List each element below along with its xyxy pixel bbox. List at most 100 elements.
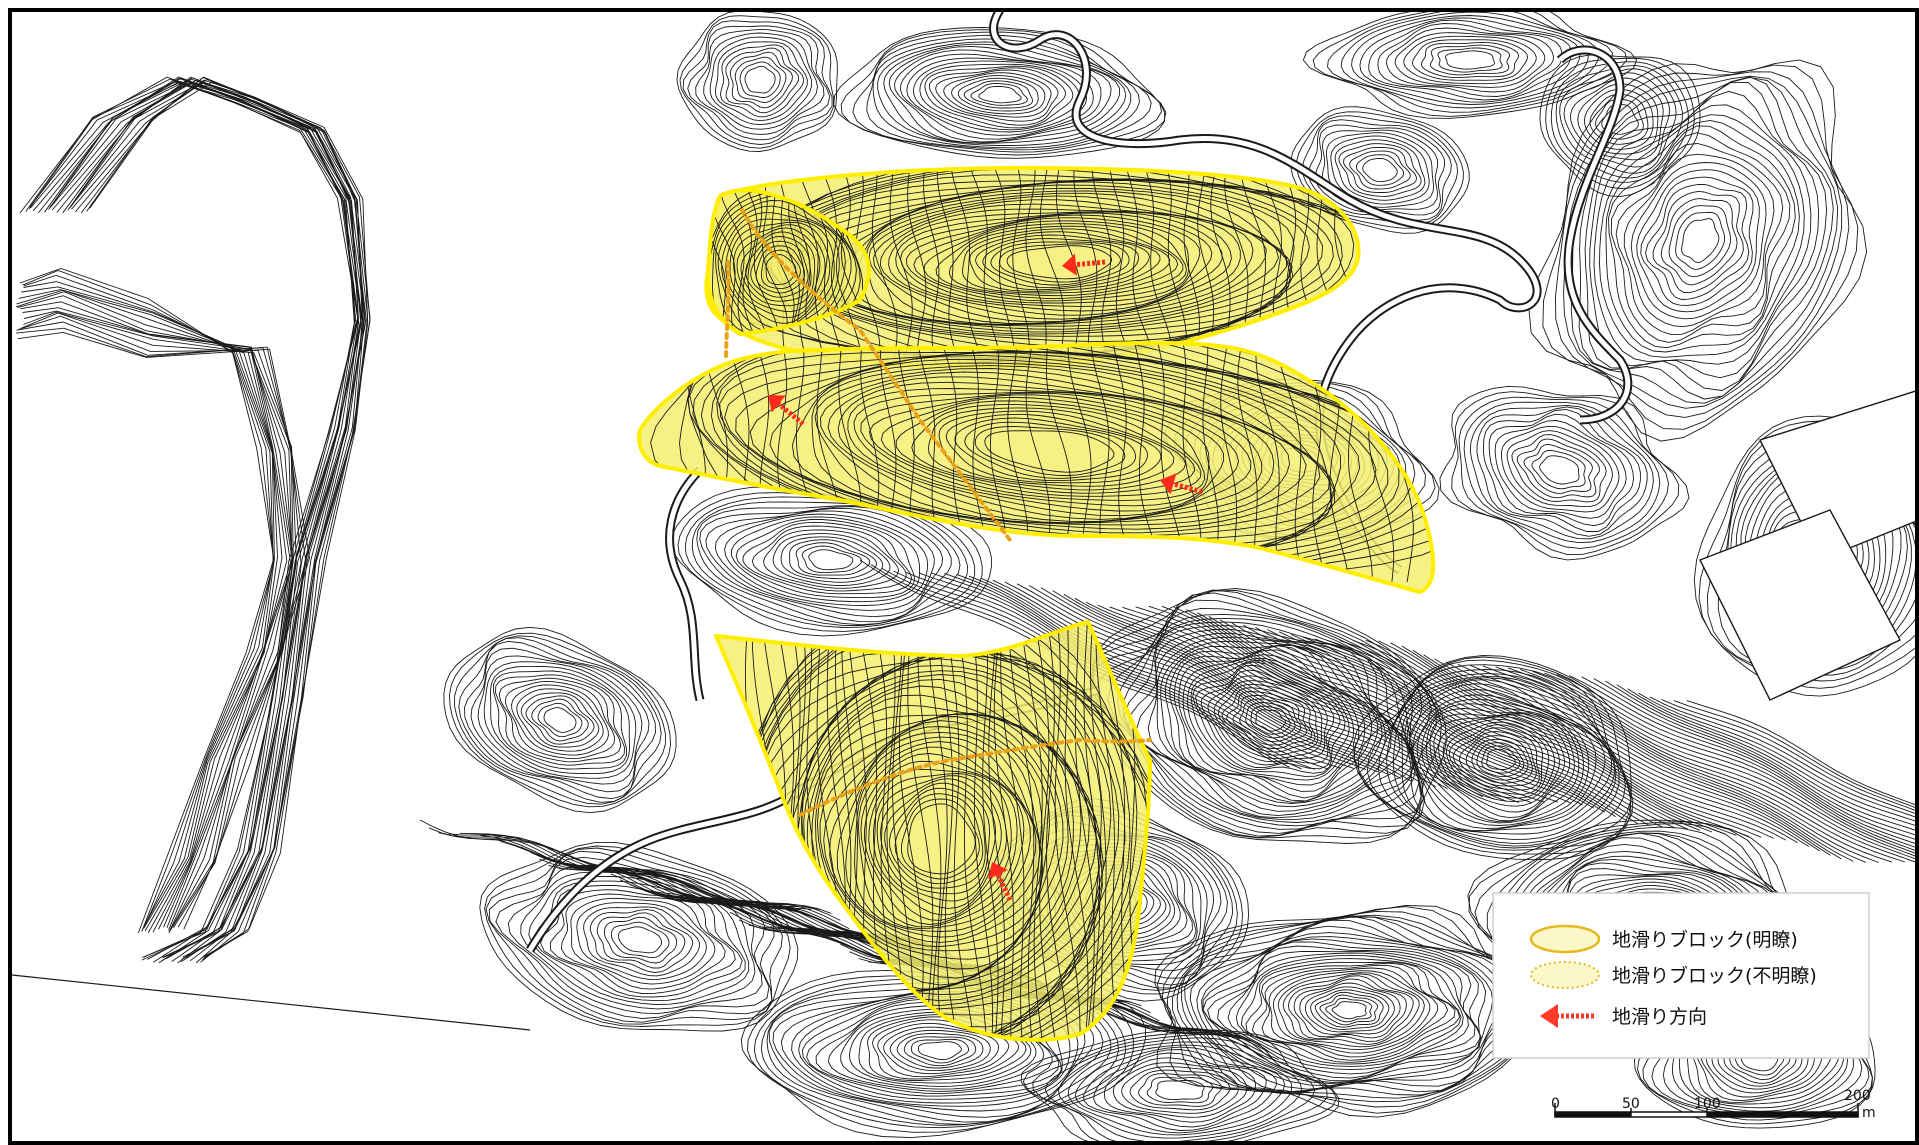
contour-line — [944, 622, 979, 1040]
contour-line — [827, 376, 1275, 524]
contour-line — [1638, 692, 1919, 819]
contour-line — [905, 214, 1201, 307]
contour-line — [1008, 622, 1038, 1040]
contour-line — [1327, 12, 1613, 113]
contour-line — [1429, 713, 1571, 819]
contour-line — [1523, 443, 1593, 494]
contour-line — [30, 80, 356, 963]
contour-line — [1107, 168, 1136, 368]
contour-line — [1610, 132, 1791, 343]
contour-line — [1251, 962, 1456, 1061]
contour-line — [1501, 425, 1620, 513]
contour-line — [1421, 703, 1580, 823]
contour-line — [1495, 666, 1918, 864]
contour-line — [1531, 449, 1586, 490]
contour-line — [1103, 1057, 1257, 1123]
contour-line — [1160, 640, 1387, 805]
contour-line — [1494, 420, 1627, 519]
contour-line — [935, 69, 1059, 122]
contour-line — [1649, 696, 1919, 816]
scale-unit: m — [1862, 1105, 1876, 1121]
contour-line — [23, 274, 274, 929]
contour-line — [801, 545, 863, 574]
contour-line — [923, 220, 1187, 302]
contour-line — [1470, 664, 1893, 863]
contour-line — [520, 692, 600, 748]
contour-line — [504, 680, 616, 760]
contour-line — [1208, 616, 1627, 822]
building-outline — [1759, 389, 1919, 561]
contour-line — [458, 637, 662, 803]
contour-line — [1545, 57, 1695, 189]
contour-line — [1599, 114, 1805, 358]
contour-line — [699, 506, 952, 623]
contour-line — [1000, 622, 1027, 1040]
contour-line — [808, 549, 854, 571]
contour-line — [888, 211, 1232, 320]
contour-line — [789, 539, 877, 580]
contour-line — [1176, 342, 1202, 583]
contour-line — [1196, 932, 1500, 1087]
contour-line — [531, 698, 589, 742]
contour-line — [911, 404, 1196, 494]
contour-line — [449, 632, 671, 808]
contour-line — [719, 44, 805, 118]
contour-line — [992, 579, 1413, 783]
contour-line — [1593, 104, 1812, 365]
contour-line — [1458, 396, 1669, 549]
contour-line — [1063, 593, 1483, 798]
contour-line — [86, 78, 371, 958]
contour-line — [1325, 132, 1435, 208]
contour-line — [1156, 636, 1392, 808]
contour-line — [1282, 973, 1420, 1045]
contour-line — [62, 77, 367, 960]
contour-line — [1091, 168, 1113, 368]
contour-line — [687, 25, 831, 141]
contour-line — [682, 20, 833, 145]
contour-line — [1377, 23, 1563, 97]
contour-line — [935, 223, 1184, 299]
contour-line — [23, 311, 293, 933]
contour-line — [1476, 406, 1648, 537]
contour-line — [837, 381, 1263, 523]
unclear-block-boundary — [798, 737, 1152, 817]
contour-line — [1174, 606, 1595, 809]
boundary-line — [12, 974, 531, 1031]
contour-line — [1173, 645, 1373, 799]
contour-line — [1378, 669, 1626, 847]
contour-line — [67, 79, 366, 958]
contour-line — [1067, 1044, 1293, 1136]
contour-line — [1601, 103, 1639, 135]
contour-line — [492, 670, 628, 770]
contour-line — [19, 268, 275, 934]
contour-line — [1451, 391, 1680, 555]
contour-line — [1544, 672, 1919, 853]
contour-line — [1128, 625, 1414, 819]
contour-line — [1429, 44, 1511, 76]
contour-line — [1272, 970, 1431, 1051]
contour-line — [1085, 601, 1507, 802]
legend-arrow-icon — [1540, 1004, 1594, 1028]
contour-line — [1445, 50, 1495, 70]
contour-line — [1362, 157, 1398, 183]
contour-line — [1457, 663, 1879, 863]
contour-line — [1581, 676, 1919, 842]
contour-line — [498, 677, 622, 763]
contour-line — [17, 331, 310, 930]
contour-line — [1686, 700, 1919, 807]
contour-line — [780, 536, 884, 583]
contour-line — [943, 72, 1052, 118]
contour-line — [1140, 168, 1174, 368]
contour-line — [753, 190, 780, 334]
contour-line — [1299, 982, 1401, 1035]
contour-line — [1302, 636, 1725, 835]
contour-line — [889, 1029, 991, 1072]
contour-line — [1148, 605, 1571, 804]
contour-line — [549, 889, 736, 994]
contour-line — [470, 647, 650, 793]
contour-line — [1404, 679, 1613, 832]
contour-line — [963, 80, 1033, 109]
contour-line — [1219, 619, 1639, 825]
contour-line — [21, 312, 294, 933]
contour-line — [1532, 670, 1919, 856]
